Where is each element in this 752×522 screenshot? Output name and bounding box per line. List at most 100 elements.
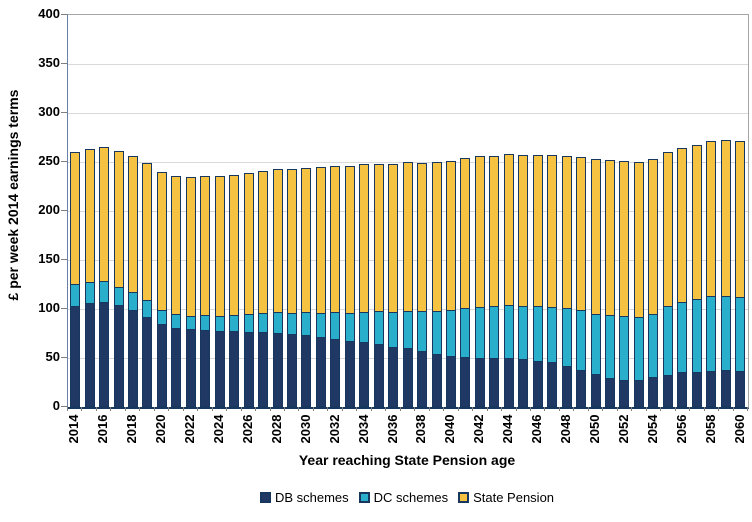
x-tick-11: [226, 407, 228, 411]
bar-2030-segment-db-schemes: [301, 335, 312, 407]
x-tick-6: [153, 407, 155, 411]
bar-2032-segment-state-pension: [330, 165, 341, 313]
bar-2020-segment-state-pension: [156, 171, 167, 312]
y-tick-250: [61, 161, 67, 162]
bar-2019-segment-dc-schemes: [142, 300, 153, 318]
x-tick-31: [515, 407, 517, 411]
bar-2046-segment-db-schemes: [532, 360, 543, 407]
x-tick-42: [674, 407, 676, 411]
x-tick-label-2048: 2048: [558, 414, 574, 444]
y-tick-150: [61, 259, 67, 260]
bar-2043: [489, 156, 500, 407]
x-tick-label-2018: 2018: [124, 414, 140, 444]
bar-2055: [662, 152, 673, 407]
bar-2024-segment-dc-schemes: [214, 315, 225, 332]
x-tick-label-2052: 2052: [616, 414, 632, 444]
x-tick-46: [732, 407, 734, 411]
bar-2055-segment-state-pension: [662, 152, 673, 308]
bar-2019-segment-db-schemes: [142, 316, 153, 407]
x-tick-35: [573, 407, 575, 411]
bar-2056-segment-dc-schemes: [677, 302, 688, 373]
bar-2015-segment-state-pension: [84, 149, 95, 283]
x-tick-label-2054: 2054: [644, 414, 660, 444]
legend: DB schemes DC schemes State Pension: [67, 490, 747, 505]
x-tick-45: [718, 407, 720, 411]
bar-2053: [633, 162, 644, 407]
bar-2037-segment-db-schemes: [402, 348, 413, 407]
y-tick-label-150: 150: [38, 251, 60, 266]
bar-2039: [431, 162, 442, 407]
bar-2033-segment-dc-schemes: [344, 312, 355, 343]
bar-2059-segment-state-pension: [720, 139, 731, 298]
gridline-300: [68, 113, 748, 114]
bar-2047-segment-db-schemes: [547, 361, 558, 407]
bar-2045-segment-db-schemes: [518, 358, 529, 407]
bar-2057-segment-dc-schemes: [691, 299, 702, 373]
legend-label-state-pension: State Pension: [473, 490, 555, 505]
bar-2054-segment-db-schemes: [648, 376, 659, 407]
x-tick-21: [370, 407, 372, 411]
x-tick-32: [529, 407, 531, 411]
legend-swatch-state-pension-icon: [458, 492, 470, 503]
bar-2024: [214, 175, 225, 407]
bar-2021-segment-dc-schemes: [171, 313, 182, 329]
bar-2057-segment-db-schemes: [691, 371, 702, 407]
x-tick-25: [428, 407, 430, 411]
x-tick-24: [414, 407, 416, 411]
bar-2040-segment-dc-schemes: [446, 310, 456, 358]
bar-2052: [619, 161, 630, 407]
y-tick-0: [61, 406, 67, 407]
legend-swatch-dc-schemes-icon: [358, 492, 370, 503]
bar-2018-segment-state-pension: [128, 156, 139, 294]
bar-2022-segment-state-pension: [185, 176, 196, 317]
x-tick-label-2024: 2024: [210, 414, 226, 444]
x-tick-label-2034: 2034: [355, 414, 371, 444]
bar-2041-segment-dc-schemes: [460, 308, 471, 359]
bar-2036-segment-dc-schemes: [388, 311, 399, 349]
x-tick-30: [501, 407, 503, 411]
bar-2036: [388, 164, 399, 407]
bar-2057-segment-state-pension: [691, 145, 702, 301]
bar-2026-segment-db-schemes: [243, 331, 254, 407]
bar-2017-segment-db-schemes: [113, 305, 124, 407]
bar-2018-segment-db-schemes: [128, 309, 139, 407]
bar-2036-segment-state-pension: [388, 164, 399, 313]
bar-2043-segment-state-pension: [489, 156, 500, 308]
y-tick-200: [61, 210, 67, 211]
bar-2059-segment-db-schemes: [720, 369, 731, 407]
bar-2029-segment-dc-schemes: [287, 312, 298, 336]
bar-2047-segment-dc-schemes: [547, 307, 558, 363]
x-tick-8: [182, 407, 184, 411]
x-tick-label-2042: 2042: [471, 414, 487, 444]
x-tick-26: [443, 407, 445, 411]
plot-area: [67, 14, 749, 409]
bar-2059-segment-dc-schemes: [720, 296, 731, 371]
bar-2049: [576, 157, 587, 407]
x-tick-47: [747, 407, 748, 411]
x-tick-36: [587, 407, 589, 411]
y-tick-label-350: 350: [38, 55, 60, 70]
bar-2040-segment-db-schemes: [446, 356, 456, 407]
bar-2044-segment-state-pension: [503, 154, 514, 307]
bar-2048-segment-db-schemes: [561, 365, 572, 407]
y-tick-label-250: 250: [38, 153, 60, 168]
bar-2037-segment-dc-schemes: [402, 310, 413, 350]
bar-2024-segment-db-schemes: [214, 330, 225, 407]
bar-2038-segment-db-schemes: [417, 351, 428, 407]
bar-2059: [720, 139, 731, 407]
bar-2045-segment-state-pension: [518, 155, 529, 308]
bar-2028-segment-db-schemes: [272, 332, 283, 407]
bar-2031: [315, 166, 326, 407]
x-tick-39: [631, 407, 633, 411]
x-tick-label-2026: 2026: [239, 414, 255, 444]
bar-2055-segment-db-schemes: [662, 374, 673, 407]
bars-container: [68, 15, 748, 407]
bar-2030-segment-dc-schemes: [301, 311, 312, 337]
y-tick-label-300: 300: [38, 104, 60, 119]
bar-2017-segment-dc-schemes: [113, 287, 124, 307]
bar-2018: [128, 156, 139, 407]
bar-2039-segment-db-schemes: [431, 354, 442, 407]
bar-2038-segment-dc-schemes: [417, 310, 428, 353]
bar-2045: [518, 155, 529, 407]
bar-2030: [301, 167, 312, 407]
